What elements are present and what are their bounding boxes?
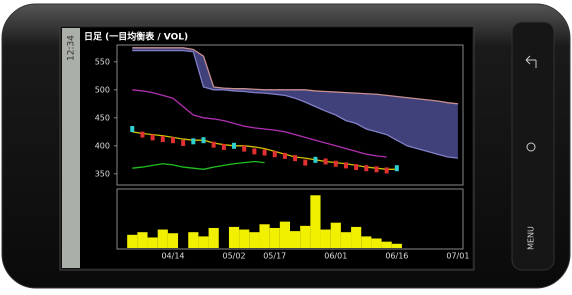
volume-bar	[310, 195, 320, 248]
volume-bar	[321, 230, 331, 248]
price-mark	[364, 165, 368, 171]
price-mark	[232, 143, 236, 149]
volume-bar	[290, 231, 300, 248]
price-mark	[202, 137, 206, 143]
y-tick-label: 550	[95, 57, 110, 66]
x-tick-label: 06/01	[324, 252, 347, 261]
price-mark	[303, 160, 307, 166]
volume-bar	[331, 223, 341, 248]
volume-bar	[259, 224, 269, 248]
volume-bar	[249, 232, 259, 248]
y-tick-label: 450	[95, 113, 110, 122]
volume-bar	[341, 232, 351, 248]
volume-bar	[280, 222, 290, 248]
price-mark	[130, 126, 134, 132]
y-tick-label: 350	[95, 169, 110, 178]
price-mark	[385, 167, 389, 173]
price-mark	[273, 151, 277, 157]
price-mark	[242, 146, 246, 152]
price-mark	[151, 134, 155, 140]
price-mark	[334, 161, 338, 167]
volume-bar	[137, 232, 147, 248]
price-mark	[161, 136, 165, 142]
volume-bar	[392, 244, 402, 248]
volume-bar	[300, 226, 310, 248]
volume-bar	[229, 227, 239, 248]
volume-bar	[148, 237, 158, 248]
y-tick-label: 400	[95, 141, 110, 150]
price-mark	[191, 138, 195, 144]
x-tick-label: 06/16	[385, 252, 408, 261]
volume-bar	[382, 242, 392, 248]
volume-bar	[270, 228, 280, 248]
price-mark	[344, 162, 348, 168]
price-mark	[395, 165, 399, 171]
volume-bar	[158, 230, 168, 248]
x-tick-label: 05/02	[222, 252, 245, 261]
price-mark	[313, 157, 317, 163]
volume-bar	[351, 227, 361, 248]
volume-bar	[371, 239, 381, 248]
x-tick-label: 05/17	[263, 252, 286, 261]
page: 12:34 日足 (一目均衡表 / VOL) MENU 350 400 450 500…	[0, 0, 572, 291]
price-mark	[263, 150, 267, 156]
price-mark	[283, 153, 287, 159]
chart-title: 日足 (一目均衡表 / VOL)	[84, 31, 188, 43]
y-tick-label: 500	[95, 85, 110, 94]
price-mark	[222, 144, 226, 150]
status-bar	[62, 28, 80, 268]
phone-screenshot: 12:34 日足 (一目均衡表 / VOL) MENU 350 400 450 500…	[0, 0, 572, 291]
x-tick-label: 04/14	[161, 252, 184, 261]
volume-bar	[198, 236, 208, 248]
volume-bar	[239, 230, 249, 248]
menu-button[interactable]: MENU	[527, 226, 536, 250]
volume-bar	[209, 228, 219, 248]
price-mark	[140, 132, 144, 138]
x-tick-label: 07/01	[446, 252, 469, 261]
price-mark	[354, 164, 358, 170]
price-mark	[181, 140, 185, 146]
volume-bar	[168, 233, 178, 248]
price-mark	[252, 148, 256, 154]
price-mark	[293, 155, 297, 161]
price-mark	[324, 158, 328, 164]
volume-bar	[361, 236, 371, 248]
volume-bar	[188, 232, 198, 248]
price-mark	[171, 137, 175, 143]
price-mark	[212, 142, 216, 148]
volume-bar	[127, 235, 137, 248]
price-mark	[375, 166, 379, 172]
status-time: 12:34	[67, 35, 77, 61]
